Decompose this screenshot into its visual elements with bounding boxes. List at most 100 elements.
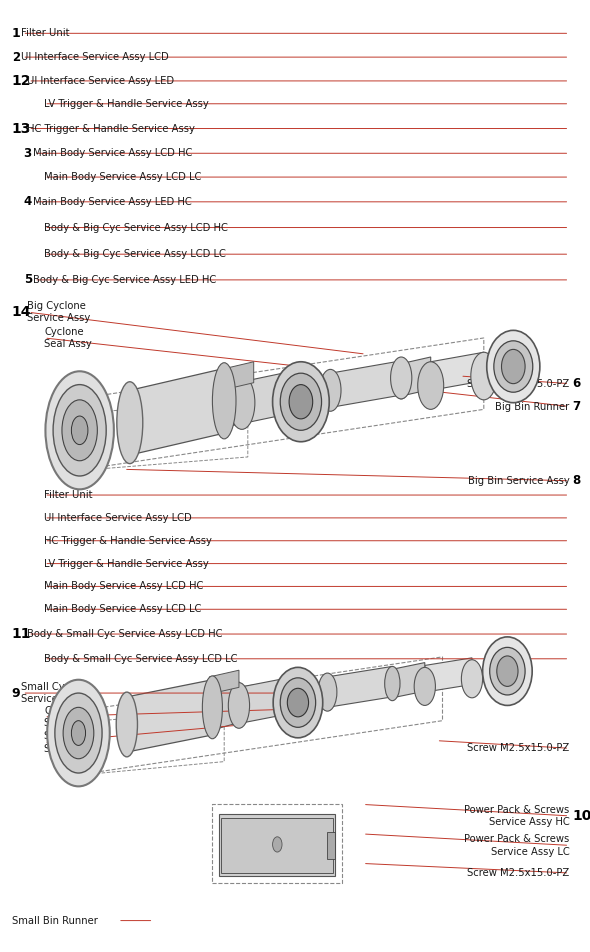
Text: UI Interface Service Assy LCD: UI Interface Service Assy LCD [44, 513, 192, 523]
Text: Main Body Service Assy LED HC: Main Body Service Assy LED HC [33, 197, 192, 207]
Ellipse shape [502, 349, 525, 384]
Ellipse shape [318, 673, 337, 711]
Ellipse shape [116, 692, 137, 757]
Bar [219, 814, 335, 876]
Ellipse shape [62, 400, 97, 461]
Text: 2: 2 [12, 50, 20, 64]
Text: Power Pack & Screws
Service Assy LC: Power Pack & Screws Service Assy LC [464, 834, 569, 857]
Text: 7: 7 [572, 400, 581, 413]
Ellipse shape [461, 660, 483, 698]
Text: 14: 14 [12, 306, 31, 319]
Text: Big Bin Service Assy: Big Bin Service Assy [468, 476, 569, 486]
Text: UI Interface Service Assy LED: UI Interface Service Assy LED [27, 76, 174, 86]
Text: Body & Big Cyc Service Assy LED HC: Body & Big Cyc Service Assy LED HC [33, 275, 217, 285]
Text: HC Trigger & Handle Service Assy: HC Trigger & Handle Service Assy [27, 124, 195, 133]
Ellipse shape [280, 678, 316, 727]
Text: Big Cyclone
Service Assy: Big Cyclone Service Assy [27, 301, 90, 324]
Text: 1: 1 [12, 27, 21, 40]
Text: Main Body Service Assy LCD LC: Main Body Service Assy LCD LC [44, 172, 202, 182]
Bar [221, 818, 333, 873]
Ellipse shape [117, 382, 143, 464]
Ellipse shape [418, 362, 444, 409]
Ellipse shape [47, 680, 110, 786]
Polygon shape [425, 658, 472, 692]
Ellipse shape [494, 341, 533, 392]
Text: Small Bin Runner: Small Bin Runner [12, 916, 98, 925]
Text: Body & Small Cyc Service Assy LCD LC: Body & Small Cyc Service Assy LCD LC [44, 654, 238, 664]
Ellipse shape [71, 721, 86, 745]
Text: 3: 3 [24, 147, 32, 160]
Polygon shape [330, 361, 401, 407]
Text: |: | [276, 856, 278, 865]
Ellipse shape [273, 837, 282, 852]
Ellipse shape [228, 683, 250, 728]
Ellipse shape [273, 362, 329, 442]
Polygon shape [221, 362, 254, 390]
Ellipse shape [202, 676, 222, 739]
Polygon shape [401, 357, 431, 396]
Ellipse shape [229, 376, 255, 429]
Ellipse shape [483, 637, 532, 705]
Text: 6: 6 [572, 377, 581, 390]
Ellipse shape [55, 693, 102, 773]
Text: 11: 11 [12, 627, 31, 641]
Text: 9: 9 [12, 686, 21, 700]
Ellipse shape [63, 707, 94, 759]
Text: Screw M2.5x15.0-PZ: Screw M2.5x15.0-PZ [467, 744, 569, 753]
Text: 5: 5 [24, 273, 32, 287]
Ellipse shape [287, 688, 309, 717]
Text: Main Body Service Assy LCD HC: Main Body Service Assy LCD HC [33, 149, 192, 158]
Text: 10: 10 [572, 809, 590, 823]
Ellipse shape [289, 385, 313, 419]
Ellipse shape [280, 373, 322, 430]
Polygon shape [195, 375, 242, 438]
Polygon shape [242, 369, 301, 424]
Ellipse shape [414, 667, 435, 705]
Text: Cyclone
Seal Assy: Cyclone Seal Assy [44, 705, 92, 728]
Ellipse shape [45, 371, 114, 489]
Ellipse shape [53, 385, 106, 476]
Ellipse shape [273, 667, 323, 738]
Text: Screw M2.5x15.0-PZ: Screw M2.5x15.0-PZ [467, 868, 569, 878]
Polygon shape [239, 676, 298, 724]
Text: Filter Unit: Filter Unit [21, 29, 70, 38]
Polygon shape [127, 680, 212, 752]
Text: 13: 13 [12, 122, 31, 135]
Ellipse shape [212, 363, 236, 439]
Text: Body & Big Cyc Service Assy LCD LC: Body & Big Cyc Service Assy LCD LC [44, 249, 226, 259]
Text: Main Body Service Assy LCD HC: Main Body Service Assy LCD HC [44, 582, 204, 591]
Text: 4: 4 [24, 195, 32, 208]
Ellipse shape [490, 647, 525, 695]
Polygon shape [130, 368, 224, 455]
Polygon shape [392, 663, 425, 698]
Ellipse shape [497, 656, 518, 686]
Text: Filter Unit: Filter Unit [44, 490, 93, 500]
Polygon shape [327, 666, 392, 707]
Ellipse shape [471, 352, 497, 400]
Text: Small Cyclone
Service Assy: Small Cyclone Service Assy [21, 682, 91, 704]
Text: Body & Big Cyc Service Assy LCD HC: Body & Big Cyc Service Assy LCD HC [44, 223, 228, 232]
Ellipse shape [385, 666, 400, 701]
Ellipse shape [71, 416, 88, 445]
Ellipse shape [320, 369, 341, 411]
Text: Main Body Service Assy LCD LC: Main Body Service Assy LCD LC [44, 605, 202, 614]
Text: UI Interface Service Assy LCD: UI Interface Service Assy LCD [21, 52, 169, 62]
Ellipse shape [392, 361, 410, 399]
Text: LV Trigger & Handle Service Assy: LV Trigger & Handle Service Assy [44, 559, 209, 568]
Text: Body & Small Cyc Service Assy LCD HC: Body & Small Cyc Service Assy LCD HC [27, 629, 222, 639]
Text: Cyclone
Seal Assy: Cyclone Seal Assy [44, 327, 92, 349]
Text: HC Trigger & Handle Service Assy: HC Trigger & Handle Service Assy [44, 536, 212, 545]
Text: 8: 8 [572, 474, 581, 487]
Text: LV Trigger & Handle Service Assy: LV Trigger & Handle Service Assy [44, 99, 209, 109]
Ellipse shape [487, 330, 540, 403]
Polygon shape [195, 682, 239, 735]
Polygon shape [431, 352, 484, 390]
Text: Power Pack & Screws
Service Assy HC: Power Pack & Screws Service Assy HC [464, 804, 569, 827]
Polygon shape [209, 670, 239, 694]
Text: Big Bin Runner: Big Bin Runner [495, 402, 569, 411]
Ellipse shape [391, 357, 412, 399]
Text: 12: 12 [12, 74, 31, 88]
Bar [327, 832, 335, 859]
Text: Small Bin
Service Assy: Small Bin Service Assy [44, 731, 107, 754]
Text: Screw M2.5x15.0-PZ: Screw M2.5x15.0-PZ [467, 379, 569, 388]
